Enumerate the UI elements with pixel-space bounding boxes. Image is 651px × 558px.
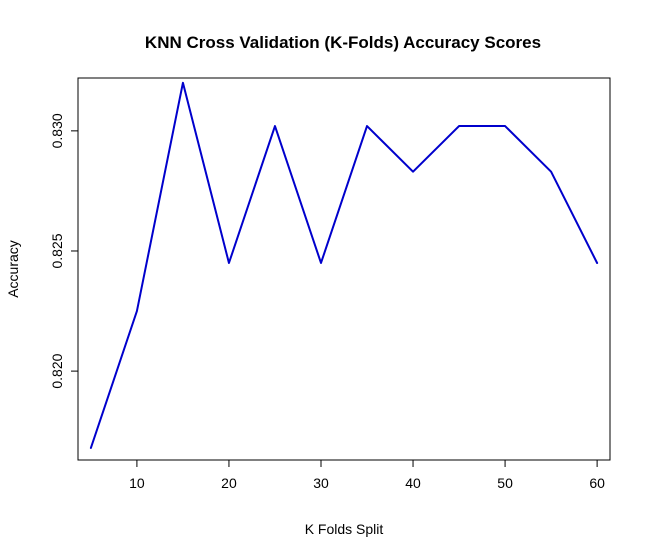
y-axis: 0.820 0.825 0.830: [49, 113, 78, 389]
y-axis-label: Accuracy: [5, 240, 21, 298]
series-layer: [89, 81, 599, 449]
x-tick-label: 20: [221, 475, 237, 491]
x-tick-label: 40: [405, 475, 421, 491]
x-axis-label: K Folds Split: [305, 521, 384, 537]
chart-title: KNN Cross Validation (K-Folds) Accuracy …: [145, 33, 541, 52]
y-tick-label: 0.825: [49, 233, 65, 268]
x-tick-label: 60: [589, 475, 605, 491]
plot-frame: [77, 77, 611, 461]
x-tick-label: 30: [313, 475, 329, 491]
x-tick-label: 50: [497, 475, 513, 491]
x-axis: 10 20 30 40 50 60: [129, 460, 605, 491]
y-tick-label: 0.820: [49, 353, 65, 388]
series-line: [89, 81, 599, 449]
x-tick-label: 10: [129, 475, 145, 491]
y-tick-label: 0.830: [49, 113, 65, 148]
